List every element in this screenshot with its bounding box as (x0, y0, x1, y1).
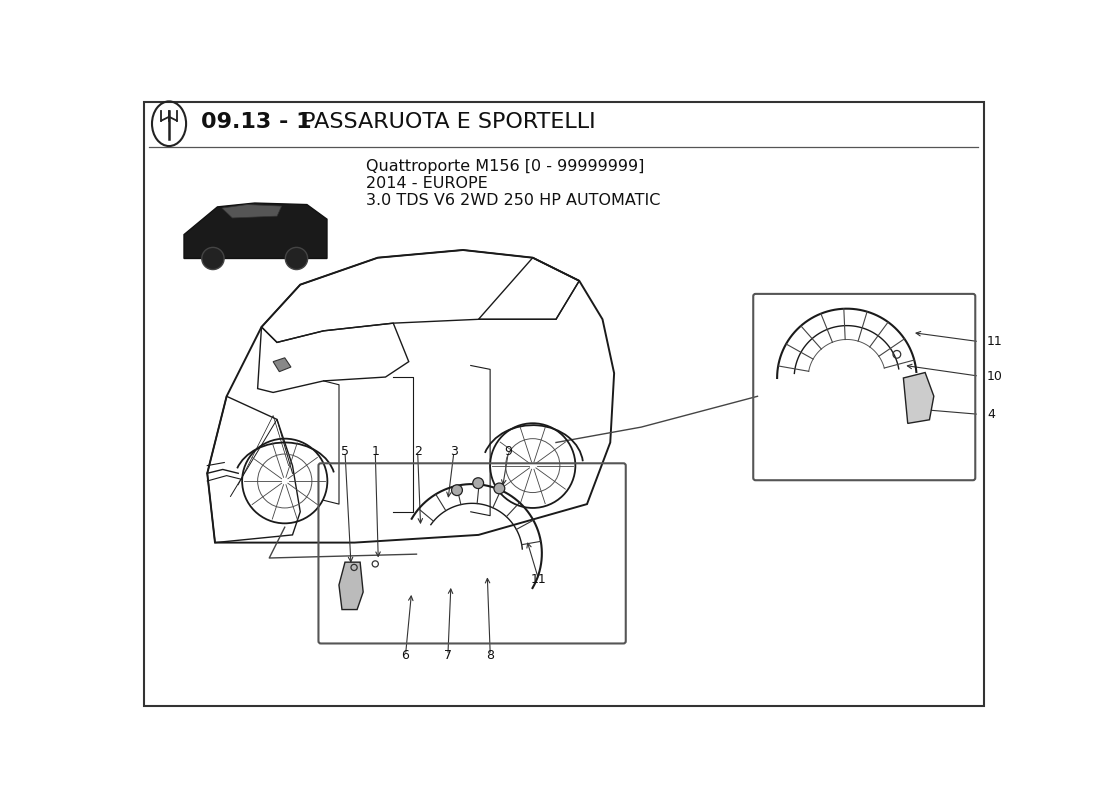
Polygon shape (222, 205, 282, 218)
Circle shape (451, 485, 462, 495)
Circle shape (201, 247, 224, 270)
Text: 09.13 - 1: 09.13 - 1 (201, 113, 312, 133)
Text: 8: 8 (486, 649, 494, 662)
Text: 2: 2 (414, 446, 421, 458)
Text: 4: 4 (987, 408, 994, 421)
Text: PASSARUOTA E SPORTELLI: PASSARUOTA E SPORTELLI (295, 113, 596, 133)
Text: Quattroporte M156 [0 - 99999999]: Quattroporte M156 [0 - 99999999] (366, 159, 645, 174)
Polygon shape (339, 562, 363, 610)
Circle shape (494, 483, 505, 494)
Circle shape (285, 247, 308, 270)
Text: 3: 3 (450, 446, 458, 458)
Text: 1: 1 (372, 446, 379, 458)
Text: 6: 6 (402, 649, 409, 662)
Polygon shape (273, 358, 292, 372)
Text: 3.0 TDS V6 2WD 250 HP AUTOMATIC: 3.0 TDS V6 2WD 250 HP AUTOMATIC (366, 193, 660, 208)
Polygon shape (184, 203, 327, 258)
Text: 5: 5 (341, 446, 349, 458)
Text: 2014 - EUROPE: 2014 - EUROPE (366, 176, 487, 191)
Text: 9: 9 (505, 446, 513, 458)
Text: 10: 10 (987, 370, 1003, 382)
Text: 11: 11 (531, 574, 547, 586)
Text: 11: 11 (987, 335, 1003, 348)
Polygon shape (903, 373, 934, 423)
Circle shape (473, 478, 484, 489)
Text: 7: 7 (444, 649, 452, 662)
